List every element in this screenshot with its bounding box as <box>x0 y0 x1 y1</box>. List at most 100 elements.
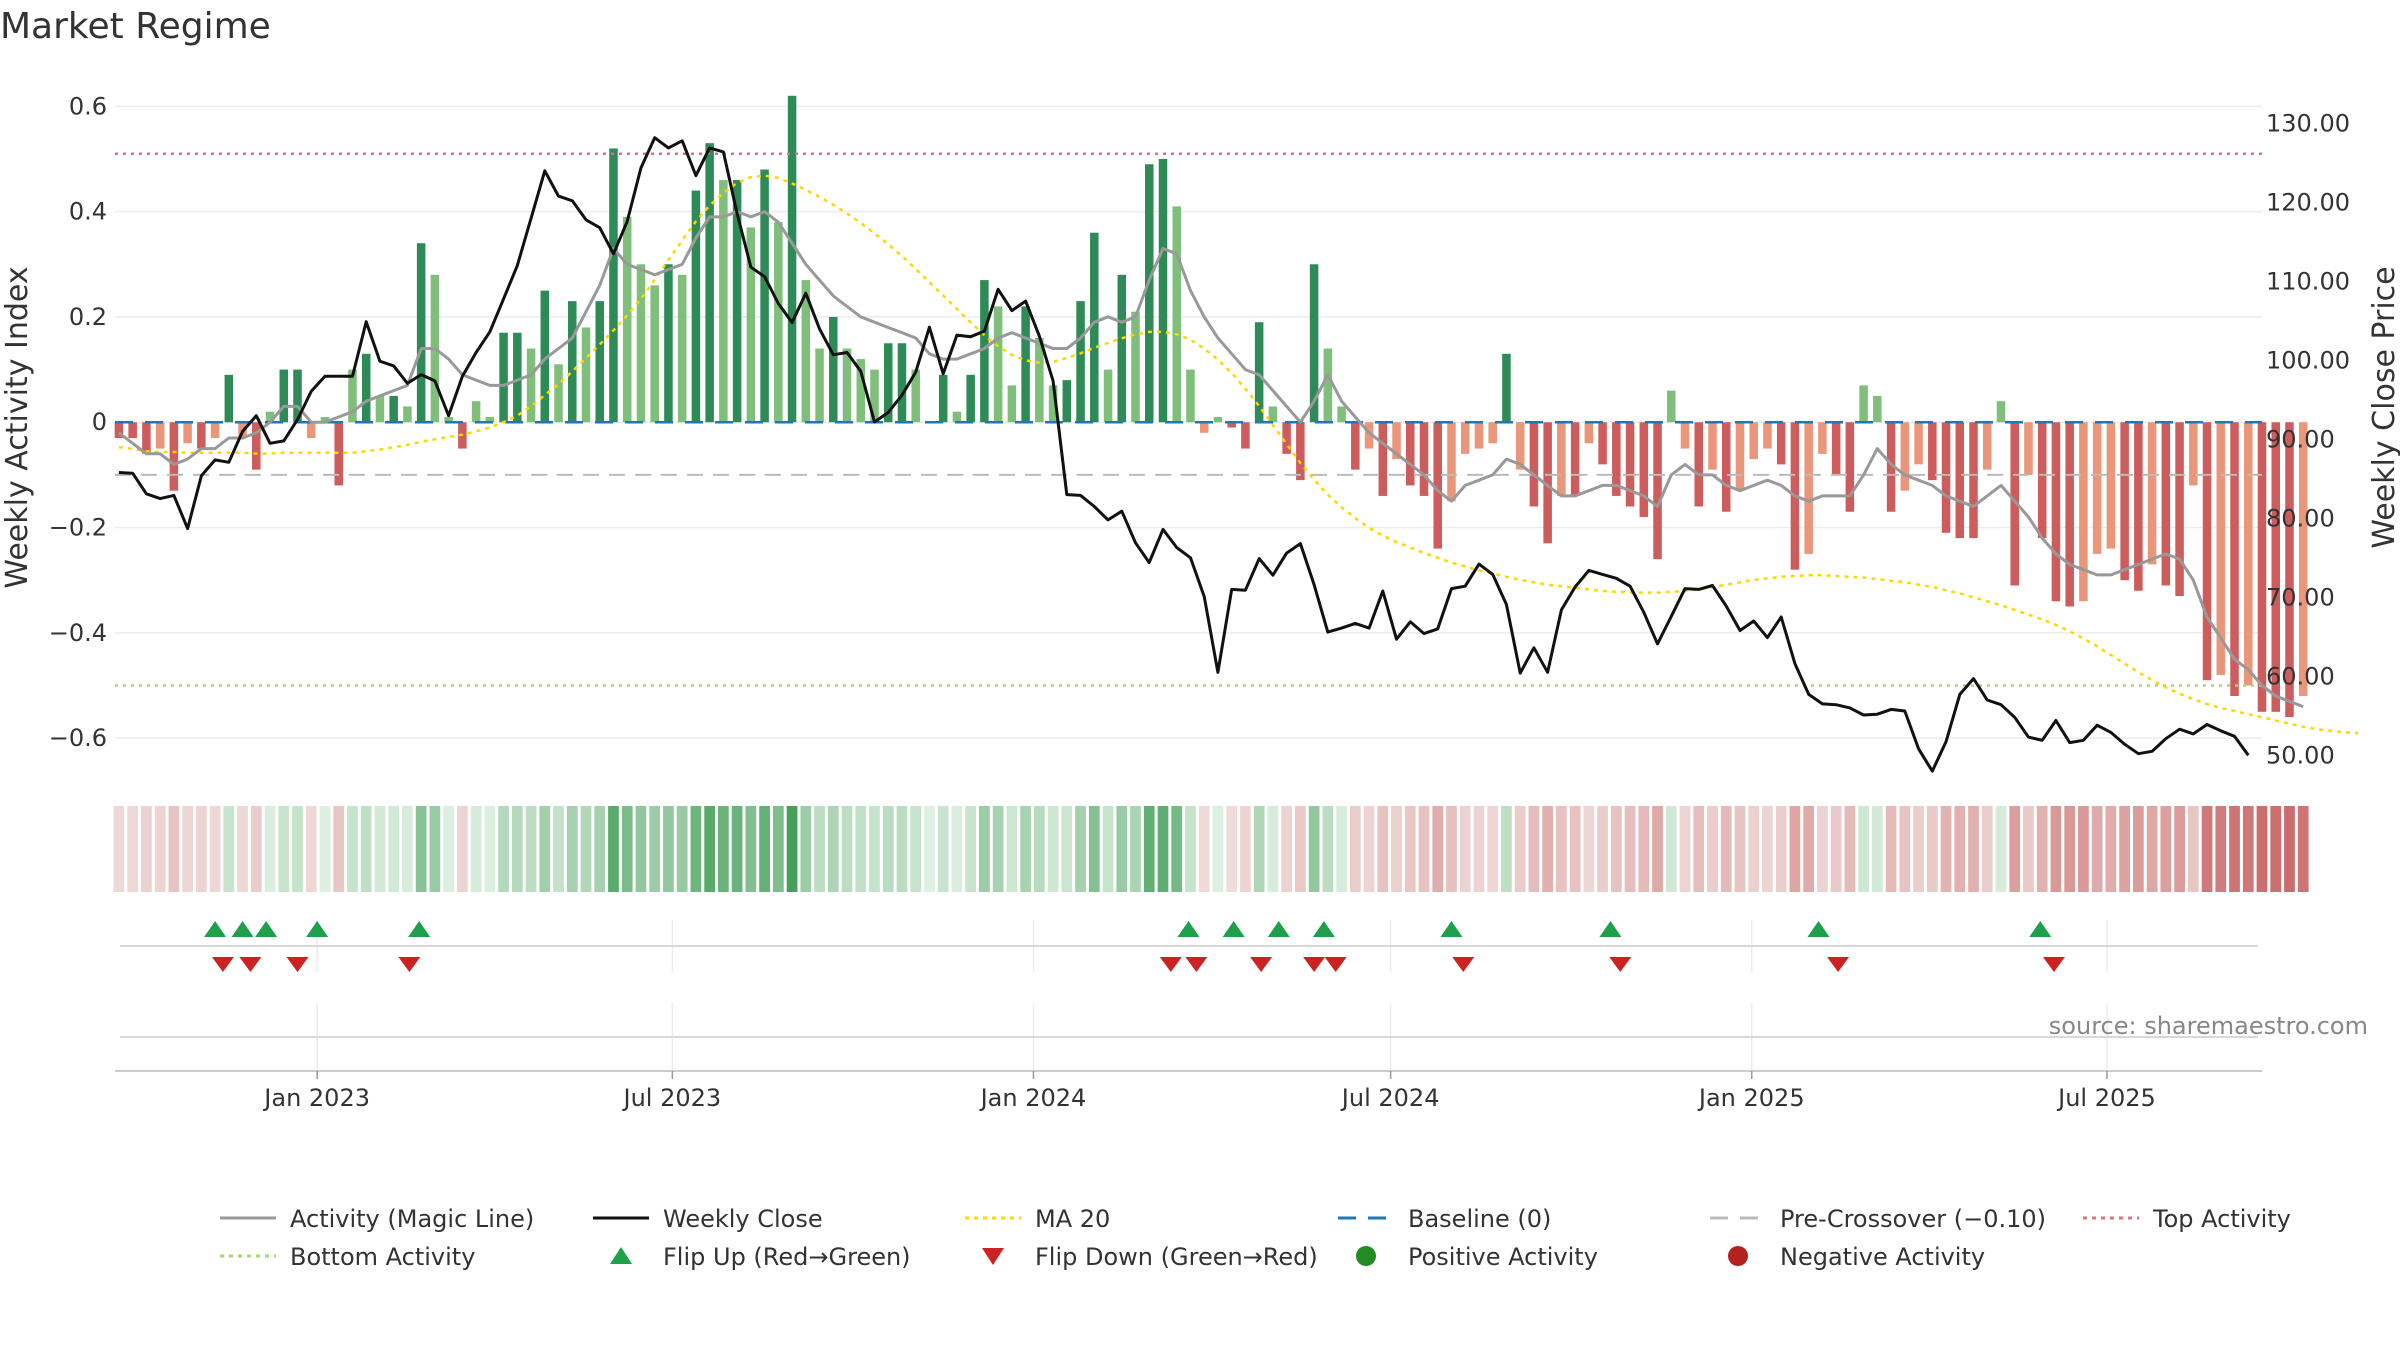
regime-strip-cell <box>1020 806 1031 892</box>
y-left-tick-label: 0.4 <box>69 198 107 226</box>
y-left-tick-label: −0.4 <box>49 619 107 647</box>
regime-strip-cell <box>1501 806 1512 892</box>
regime-strip-cell <box>1047 806 1059 892</box>
y-right-tick-label: 80.00 <box>2266 504 2335 532</box>
activity-bar <box>1515 422 1525 470</box>
activity-bar <box>1653 422 1662 560</box>
legend-label: Top Activity <box>2152 1205 2291 1233</box>
regime-strip-cell <box>2050 806 2062 892</box>
activity-bar <box>1392 422 1401 460</box>
activity-bar <box>1474 422 1484 449</box>
activity-bar <box>1158 158 1168 423</box>
legend-item: Pre-Crossover (−0.10) <box>1710 1205 2046 1233</box>
regime-strip-cell <box>237 806 248 892</box>
legend-item: Positive Activity <box>1356 1243 1598 1271</box>
flip-up-marker <box>1312 921 1335 937</box>
activity-bar <box>856 359 866 423</box>
regime-strip-cell <box>1143 806 1155 892</box>
regime-strip-cell <box>168 806 180 892</box>
activity-bar <box>1831 422 1841 475</box>
regime-strip-cell <box>374 806 386 892</box>
activity-bar <box>1680 422 1690 449</box>
legend-item: Baseline (0) <box>1338 1205 1551 1233</box>
activity-bar <box>1488 422 1497 444</box>
activity-bar <box>1749 422 1758 460</box>
regime-strip-cell <box>484 806 496 892</box>
activity-bar <box>389 395 398 423</box>
flip-down-marker <box>286 957 309 972</box>
y-left-tick-label: −0.2 <box>49 514 107 542</box>
regime-strip-cell <box>1926 806 1938 892</box>
flip-down-marker <box>1324 957 1347 972</box>
regime-strip-cell <box>2146 806 2158 892</box>
activity-bar <box>1928 422 1937 481</box>
activity-bar <box>2079 422 2088 602</box>
y-left-tick-label: 0.2 <box>69 303 107 331</box>
activity-bar <box>815 348 824 423</box>
activity-bar <box>787 95 797 423</box>
regime-strip-cell <box>1597 806 1608 892</box>
regime-strip-cell <box>2297 806 2309 892</box>
regime-strip-cell <box>1088 806 1100 892</box>
activity-bar <box>1131 311 1140 423</box>
activity-bar <box>938 374 948 423</box>
activity-bar <box>155 422 165 449</box>
regime-strip-cell <box>2105 806 2117 892</box>
regime-strip-cell <box>1487 806 1499 892</box>
regime-strip-cell <box>1542 806 1554 892</box>
regime-strip-cell <box>635 806 647 892</box>
regime-strip-cell <box>1171 806 1183 892</box>
flip-down-marker <box>1452 957 1475 972</box>
regime-strip-cell <box>1899 806 1911 892</box>
regime-strip-cell <box>319 806 331 892</box>
activity-bar <box>1433 422 1442 549</box>
legend-item: Activity (Magic Line) <box>220 1205 534 1233</box>
activity-bar <box>2106 422 2116 549</box>
activity-bar <box>2024 422 2033 475</box>
activity-bar <box>581 327 591 423</box>
activity-bar <box>1048 385 1058 423</box>
activity-bar <box>2161 422 2171 586</box>
regime-strip-cell <box>1858 806 1869 892</box>
activity-bar <box>1502 353 1511 423</box>
activity-bar <box>416 243 426 423</box>
regime-strip-cell <box>1267 806 1279 892</box>
activity-bar <box>1914 422 1923 465</box>
y-right-tick-label: 70.00 <box>2266 583 2335 611</box>
activity-bar <box>1419 422 1429 496</box>
activity-bar <box>1859 385 1868 423</box>
activity-bar <box>1007 385 1017 423</box>
flip-up-marker <box>1267 921 1290 937</box>
activity-bar <box>911 369 920 423</box>
activity-bar <box>993 306 1003 423</box>
regime-strip-cell <box>498 806 509 892</box>
regime-strip-cell <box>1679 806 1691 892</box>
activity-bar <box>1282 422 1291 454</box>
activity-bar <box>801 280 811 423</box>
regime-strip-cell <box>580 806 592 892</box>
legend-item: MA 20 <box>965 1205 1110 1233</box>
regime-strip-cell <box>951 806 963 892</box>
activity-bar <box>1268 406 1278 423</box>
legend-label: Negative Activity <box>1780 1243 1985 1271</box>
activity-bar <box>1186 369 1195 423</box>
x-tick-label: Jan 2024 <box>979 1084 1087 1112</box>
activity-bar <box>1955 422 1965 539</box>
regime-strip-cell <box>1061 806 1073 892</box>
regime-strip-cell <box>979 806 990 892</box>
y-right-tick-label: 60.00 <box>2266 662 2335 690</box>
regime-strip-cell <box>1294 806 1306 892</box>
regime-strip-cell <box>1459 806 1471 892</box>
legend-label: Pre-Crossover (−0.10) <box>1780 1205 2046 1233</box>
activity-bar <box>732 180 742 423</box>
activity-bar <box>1378 422 1388 496</box>
regime-strip-cell <box>1789 806 1801 892</box>
activity-bar <box>471 401 481 423</box>
regime-strip-cell <box>470 806 482 892</box>
activity-bar <box>320 416 330 423</box>
legend-swatch <box>610 1247 632 1264</box>
regime-strip-cell <box>1198 806 1210 892</box>
legend-item: Flip Down (Green→Red) <box>982 1243 1318 1271</box>
legend-item: Weekly Close <box>593 1205 823 1233</box>
activity-bar <box>1076 301 1085 423</box>
